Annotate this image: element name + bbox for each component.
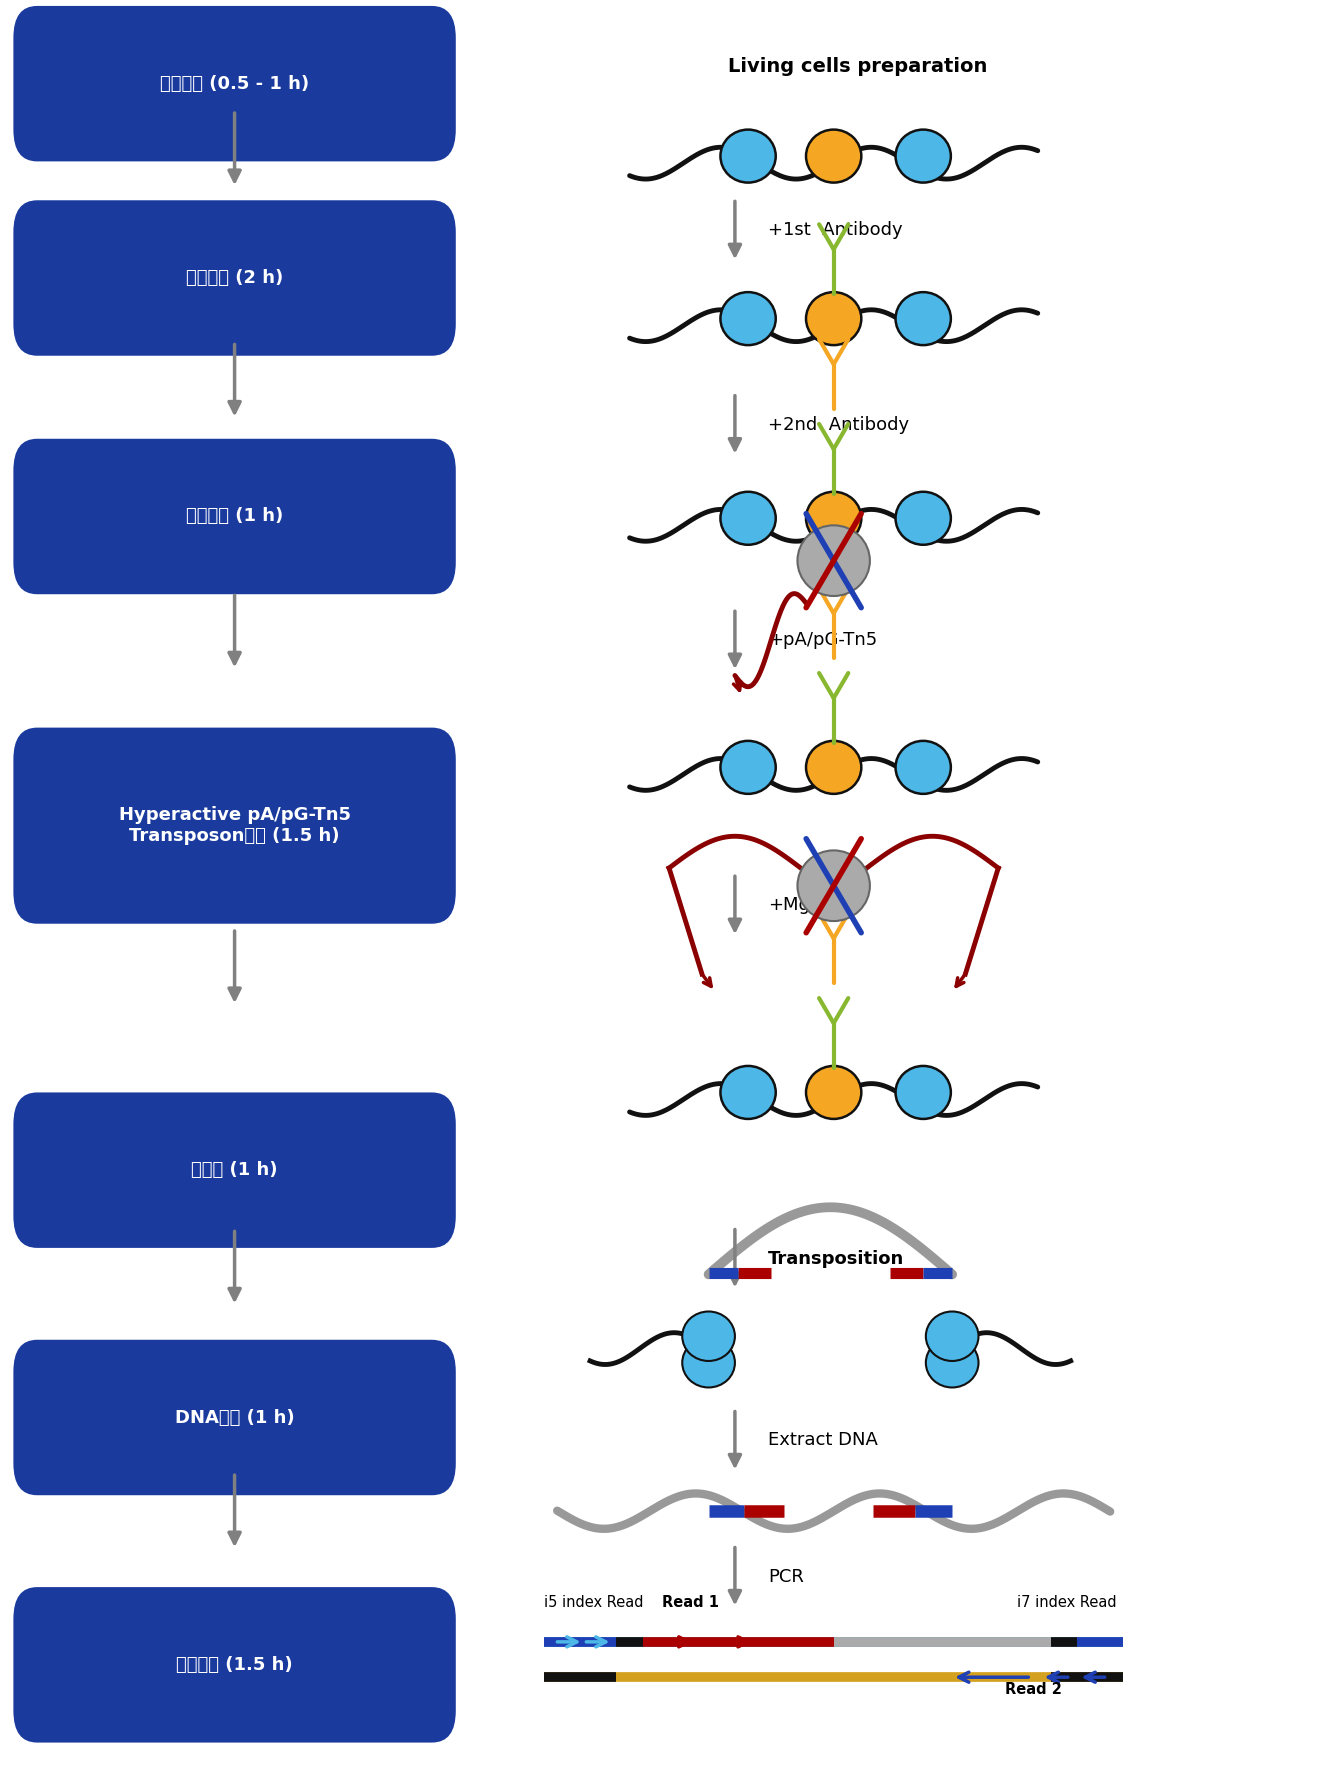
Ellipse shape (896, 1067, 951, 1118)
Text: 文库扩增 (1.5 h): 文库扩增 (1.5 h) (176, 1656, 293, 1674)
FancyBboxPatch shape (13, 1092, 456, 1248)
Ellipse shape (721, 492, 775, 545)
FancyBboxPatch shape (13, 1587, 456, 1743)
Text: Living cells preparation: Living cells preparation (729, 57, 987, 76)
FancyBboxPatch shape (13, 1340, 456, 1495)
Text: DNA提取 (1 h): DNA提取 (1 h) (175, 1409, 294, 1427)
Text: i5 index Read: i5 index Read (545, 1596, 644, 1610)
Ellipse shape (896, 130, 951, 183)
FancyBboxPatch shape (13, 438, 456, 595)
Text: +2nd  Antibody: +2nd Antibody (767, 415, 909, 433)
Ellipse shape (806, 293, 861, 344)
Ellipse shape (896, 492, 951, 545)
Ellipse shape (896, 293, 951, 344)
Ellipse shape (682, 1312, 735, 1361)
Ellipse shape (682, 1338, 735, 1388)
Text: Transposition: Transposition (767, 1250, 904, 1267)
Text: 结合一抗 (2 h): 结合一抗 (2 h) (186, 270, 284, 288)
FancyBboxPatch shape (13, 728, 456, 923)
Ellipse shape (721, 293, 775, 344)
Ellipse shape (896, 740, 951, 793)
Ellipse shape (806, 492, 861, 545)
Text: +1st  Antibody: +1st Antibody (767, 222, 902, 240)
Ellipse shape (806, 740, 861, 793)
Text: 结合二抗 (1 h): 结合二抗 (1 h) (186, 508, 284, 525)
Ellipse shape (721, 1067, 775, 1118)
Text: Extract DNA: Extract DNA (767, 1431, 877, 1450)
Text: +Mg²⁺: +Mg²⁺ (767, 896, 827, 914)
FancyBboxPatch shape (13, 5, 456, 162)
Text: 片段化 (1 h): 片段化 (1 h) (191, 1161, 278, 1179)
Text: +pA/pG-Tn5: +pA/pG-Tn5 (767, 632, 877, 650)
Ellipse shape (798, 525, 871, 596)
Ellipse shape (721, 130, 775, 183)
Text: i7 index Read: i7 index Read (1018, 1596, 1117, 1610)
Text: PCR: PCR (767, 1567, 804, 1585)
Ellipse shape (806, 1067, 861, 1118)
Text: Hyperactive pA/pG-Tn5
Transposon结合 (1.5 h): Hyperactive pA/pG-Tn5 Transposon结合 (1.5 … (118, 806, 351, 845)
Text: Read 1: Read 1 (662, 1596, 719, 1610)
Ellipse shape (806, 130, 861, 183)
Ellipse shape (926, 1338, 978, 1388)
FancyBboxPatch shape (13, 201, 456, 355)
Text: 收集细胞 (0.5 - 1 h): 收集细胞 (0.5 - 1 h) (160, 75, 309, 92)
Text: Read 2: Read 2 (1004, 1683, 1061, 1697)
Ellipse shape (926, 1312, 978, 1361)
Ellipse shape (721, 740, 775, 793)
Ellipse shape (798, 850, 871, 921)
